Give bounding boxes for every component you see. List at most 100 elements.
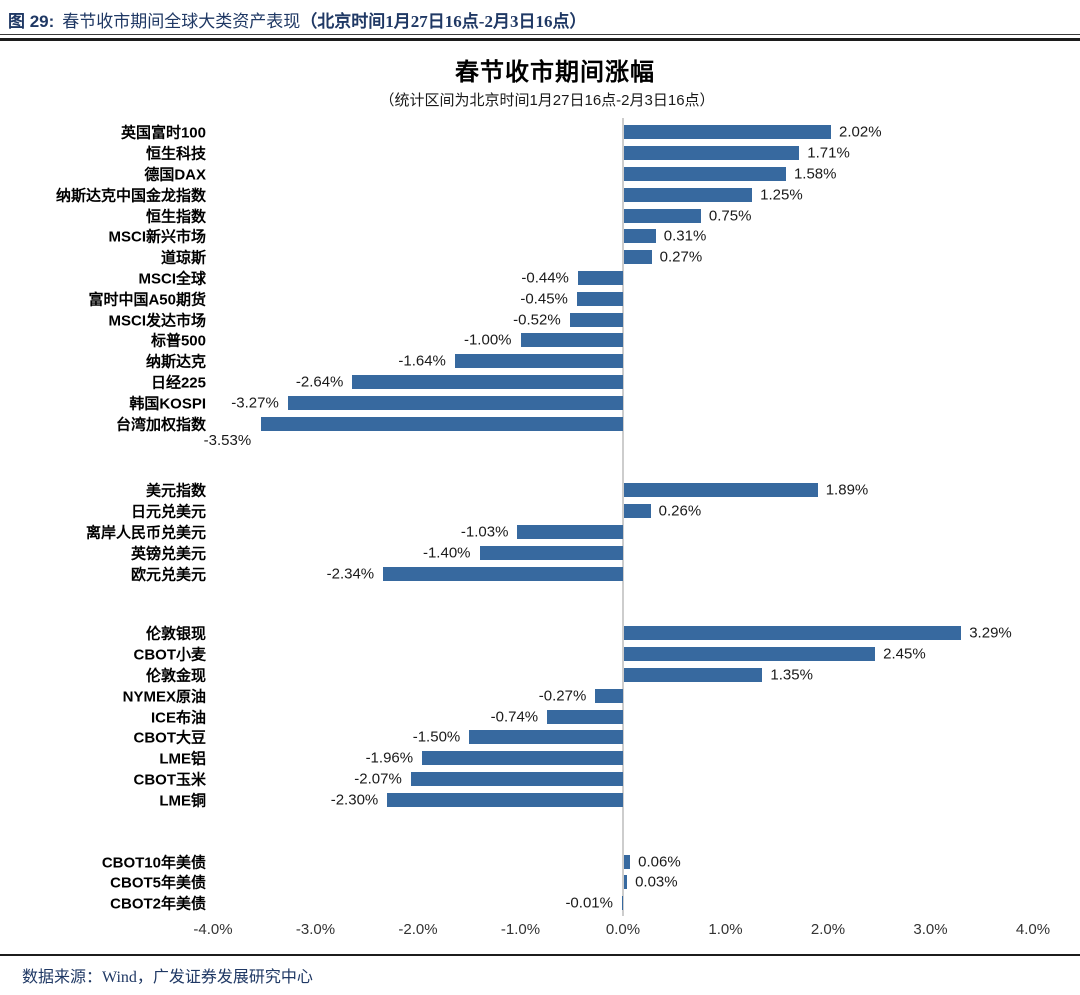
bar-row: CBOT大豆 -1.50% — [0, 727, 1080, 748]
category-label: ICE布油 — [150, 709, 206, 727]
x-tick-label: 2.0% — [810, 921, 846, 938]
bar — [624, 504, 651, 519]
x-tick-label: -3.0% — [295, 921, 336, 938]
bar — [624, 875, 628, 890]
value-label: 1.25% — [760, 186, 803, 204]
bar-group-commodities: 伦敦银现 3.29% CBOT小麦 2.45% 伦敦金现 1.35% NYMEX原油 -0.2… — [0, 623, 1080, 810]
bar — [547, 709, 623, 724]
bar — [624, 166, 786, 181]
bar — [479, 545, 623, 560]
category-label: CBOT玉米 — [133, 771, 207, 789]
category-label: 英镑兑美元 — [130, 545, 206, 563]
chart-title: 春节收市期间涨幅 — [455, 59, 655, 86]
x-tick-label: -1.0% — [500, 921, 541, 938]
bar — [624, 229, 656, 244]
bar-row: 道琼斯 0.27% — [0, 247, 1080, 268]
category-label: NYMEX原油 — [122, 688, 206, 706]
category-label: 富时中国A50期货 — [88, 291, 206, 309]
bar — [624, 208, 701, 223]
bar-row: CBOT2年美债 -0.01% — [0, 893, 1080, 914]
category-label: 韩国KOSPI — [129, 395, 206, 413]
bar — [621, 896, 623, 911]
bar-row: CBOT玉米 -2.07% — [0, 769, 1080, 790]
bar-row: 德国DAX 1.58% — [0, 164, 1080, 185]
bar-row: 台湾加权指数 -3.53% — [0, 413, 1080, 449]
bar-row: 韩国KOSPI -3.27% — [0, 392, 1080, 413]
value-label: 1.35% — [770, 666, 813, 684]
figure-header: 图 29: 春节收市期间全球大类资产表现（北京时间1月27日16点-2月3日16点… — [8, 7, 1072, 32]
figure-title: 春节收市期间全球大类资产表现 — [62, 12, 301, 31]
value-label: -0.52% — [513, 311, 561, 329]
value-label: -2.34% — [326, 565, 375, 583]
bar — [261, 416, 623, 431]
bar — [576, 291, 623, 306]
bar-row: 富时中国A50期货 -0.45% — [0, 288, 1080, 309]
category-label: 日经225 — [150, 374, 206, 392]
value-label: 0.03% — [635, 873, 678, 891]
category-label: CBOT10年美债 — [101, 854, 206, 871]
category-label: 道琼斯 — [160, 249, 206, 267]
bar-row: 恒生科技 1.71% — [0, 143, 1080, 164]
bar — [624, 854, 631, 869]
bar-row: CBOT10年美债 0.06% — [0, 851, 1080, 872]
value-label: 0.26% — [658, 502, 702, 520]
bar-group-currencies: 美元指数 1.89% 日元兑美元 0.26% 离岸人民币兑美元 -1.03% 英镑兑美元 -1… — [0, 480, 1080, 584]
bar — [624, 483, 818, 498]
bar-row: 欧元兑美元 -2.34% — [0, 563, 1080, 584]
bar — [624, 146, 800, 161]
value-label: -2.07% — [354, 770, 402, 788]
bar-row: 美元指数 1.89% — [0, 480, 1080, 501]
value-label: -2.64% — [295, 373, 344, 391]
bar — [577, 270, 623, 285]
bar — [624, 626, 962, 641]
bar — [410, 771, 623, 786]
value-label: -1.64% — [398, 352, 446, 370]
category-label: 欧元兑美元 — [130, 566, 206, 584]
bar — [624, 125, 832, 140]
value-label: -1.00% — [463, 331, 512, 349]
value-label: -0.45% — [520, 290, 568, 308]
category-label: MSCI全球 — [138, 270, 206, 288]
value-label: 1.71% — [807, 144, 850, 162]
bar — [624, 250, 652, 265]
value-label: -1.03% — [460, 523, 509, 541]
x-tick-label: 0.0% — [605, 921, 641, 938]
value-label: 1.58% — [793, 165, 837, 183]
category-label: LME铜 — [159, 792, 206, 810]
value-label: -0.44% — [521, 269, 569, 287]
bar-row: NYMEX原油 -0.27% — [0, 685, 1080, 706]
value-label: 0.31% — [663, 227, 707, 245]
category-label: 恒生指数 — [145, 208, 206, 226]
category-label: 离岸人民币兑美元 — [85, 524, 206, 542]
value-label: 2.45% — [883, 645, 926, 663]
bar-row: 纳斯达克 -1.64% — [0, 351, 1080, 372]
bar-row: 日经225 -2.64% — [0, 372, 1080, 393]
bar-row: CBOT小麦 2.45% — [0, 644, 1080, 665]
value-label: 0.06% — [638, 853, 681, 870]
x-tick-label: 1.0% — [708, 921, 743, 938]
category-label: 伦敦金现 — [145, 667, 206, 685]
bar — [520, 333, 623, 348]
bar — [352, 374, 623, 389]
bar-row: LME铝 -1.96% — [0, 748, 1080, 769]
category-label: CBOT5年美债 — [110, 874, 206, 892]
bar — [422, 751, 623, 766]
category-label: 纳斯达克 — [145, 353, 206, 371]
category-label: 伦敦银现 — [145, 625, 206, 643]
footer-divider — [0, 954, 1080, 956]
category-label: MSCI新兴市场 — [108, 228, 206, 246]
value-label: -3.27% — [231, 394, 279, 412]
bar-row: 伦敦银现 3.29% — [0, 623, 1080, 644]
data-source: 数据来源：Wind，广发证券发展研究中心 — [22, 969, 313, 986]
bar-row: 英镑兑美元 -1.40% — [0, 542, 1080, 563]
bar — [569, 312, 623, 327]
category-label: 日元兑美元 — [130, 503, 206, 521]
zero-axis-gridline — [622, 118, 624, 916]
bar-row: 纳斯达克中国金龙指数 1.25% — [0, 184, 1080, 205]
category-label: 恒生科技 — [145, 145, 206, 163]
bar — [454, 354, 623, 369]
bar-row: MSCI发达市场 -0.52% — [0, 309, 1080, 330]
bar-group-bonds: CBOT10年美债 0.06% CBOT5年美债 0.03% CBOT2年美债 -0.01… — [0, 851, 1080, 913]
value-label: -0.74% — [490, 708, 539, 726]
